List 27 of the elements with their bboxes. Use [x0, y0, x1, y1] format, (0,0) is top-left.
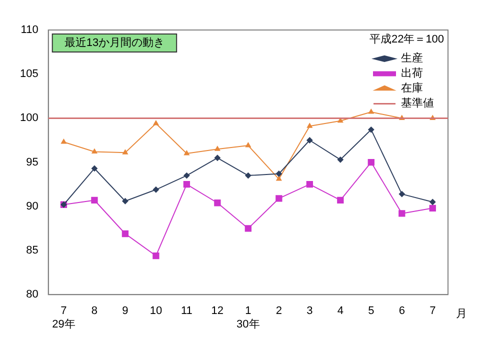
x-tick-label: 6: [398, 305, 405, 318]
y-tick-label: 110: [20, 24, 38, 36]
x-tick-label: 7: [430, 305, 436, 318]
legend-label: 生産: [401, 52, 423, 65]
y-tick-label: 80: [26, 288, 38, 301]
y-tick-label: 90: [26, 200, 38, 212]
x-tick-label: 8: [91, 305, 98, 318]
x-tick-label: 10: [150, 305, 162, 318]
x-tick-label: 7 29年: [52, 305, 76, 330]
legend-title: 平成22年＝100: [369, 32, 444, 46]
x-tick-label: 4: [337, 305, 344, 318]
x-tick-label: 5: [368, 305, 374, 318]
y-tick-label: 95: [26, 156, 38, 168]
x-tick-label: 1 30年: [236, 305, 260, 330]
x-tick-label: 12: [211, 305, 224, 318]
y-tick-label: 100: [20, 112, 38, 124]
x-tick-label: 3: [306, 305, 313, 318]
x-tick-label: 2: [276, 305, 282, 318]
x-tick-label: 11: [180, 305, 192, 318]
legend-label: 出荷: [401, 66, 423, 80]
x-axis-title: 月: [456, 308, 467, 320]
y-tick-label: 105: [20, 68, 38, 80]
y-tick-label: 85: [26, 244, 38, 257]
annotation: 最近13か月間の動き: [64, 36, 165, 50]
legend-label: 在庫: [401, 82, 423, 95]
x-tick-label: 9: [122, 305, 128, 318]
legend-label: 基準値: [401, 96, 434, 110]
